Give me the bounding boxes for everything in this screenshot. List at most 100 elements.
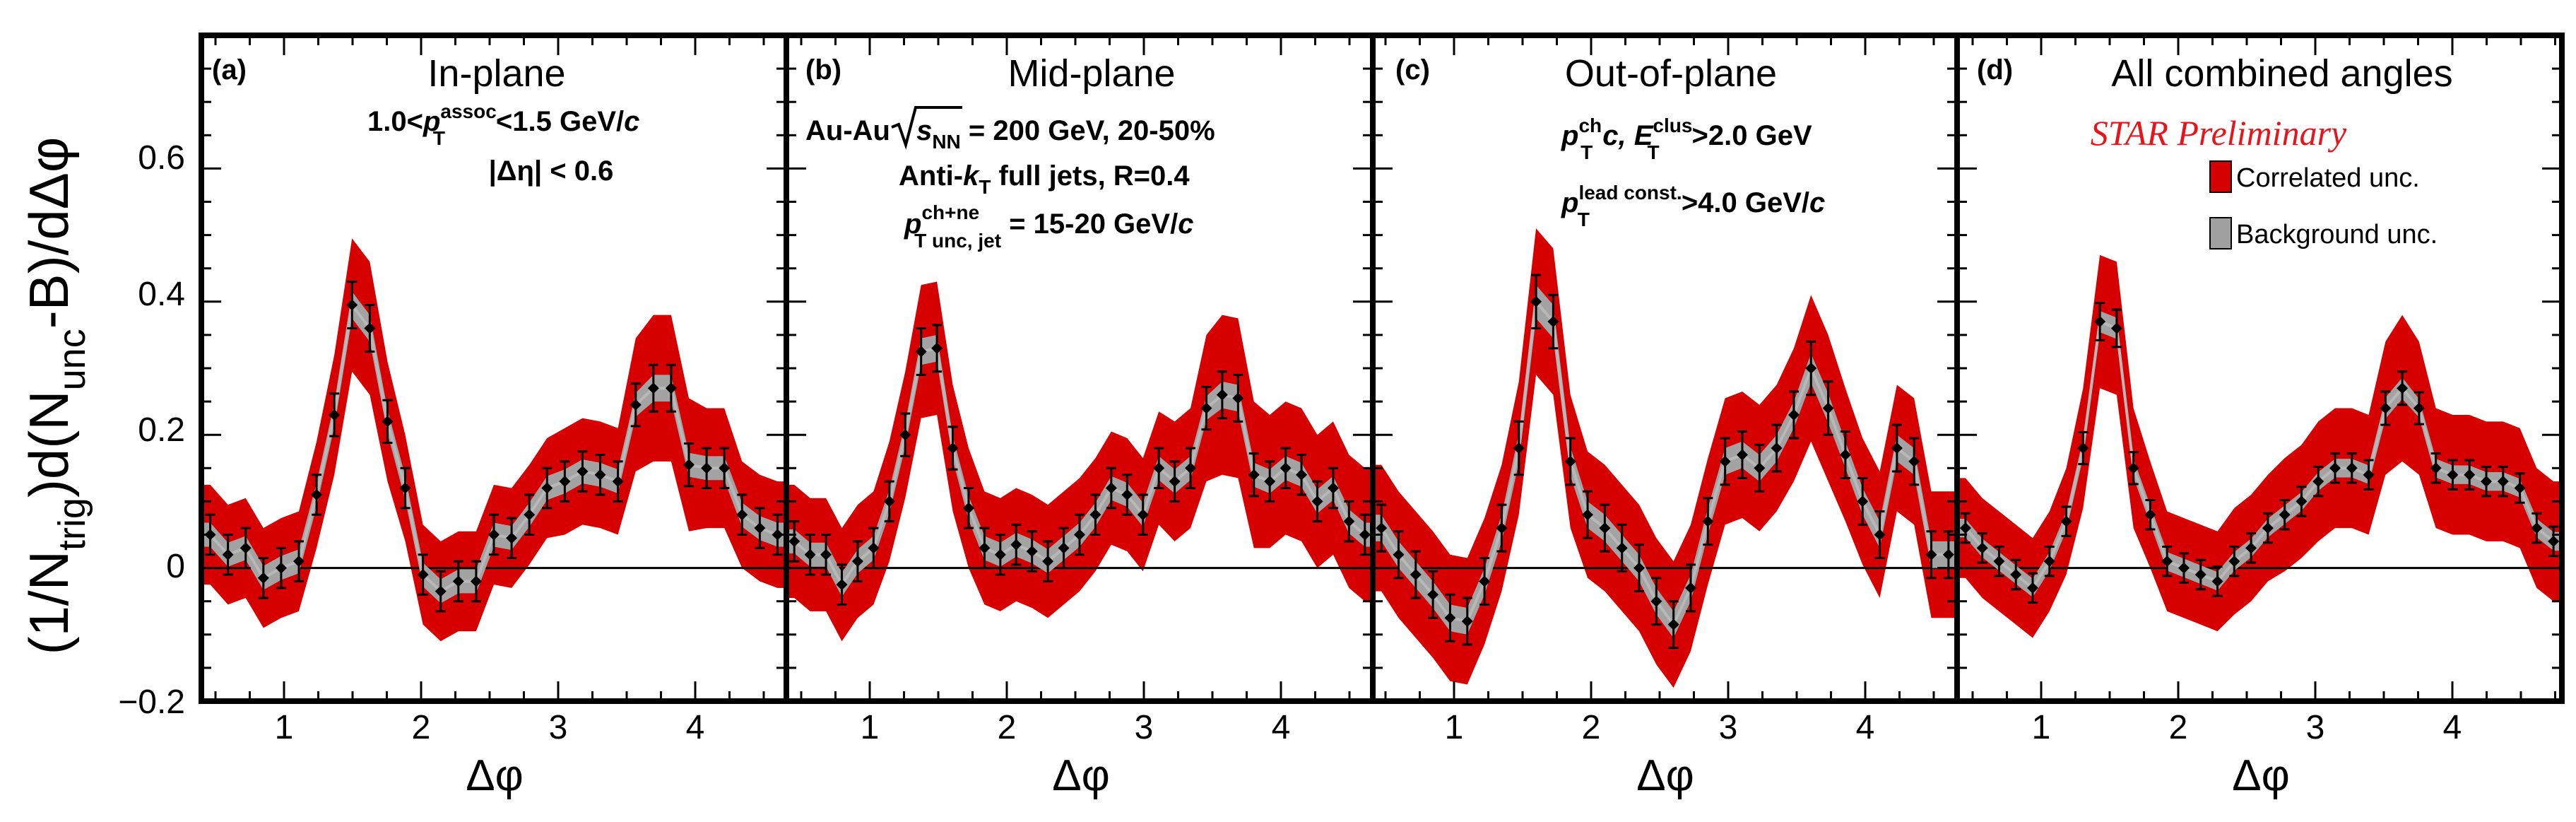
data-point: [754, 522, 766, 534]
panel-plot-area: [1957, 35, 2562, 701]
data-point: [1311, 495, 1323, 507]
data-point: [1232, 392, 1244, 404]
data-point: [820, 548, 832, 560]
data-point: [1376, 522, 1388, 534]
data-point: [2161, 556, 2173, 568]
data-point: [1427, 589, 1439, 601]
data-point: [2312, 476, 2324, 488]
data-point: [2060, 515, 2072, 527]
data-point: [647, 382, 659, 394]
data-point: [947, 442, 959, 454]
data-point: [435, 585, 447, 597]
data-point: [240, 542, 252, 554]
data-point: [2548, 535, 2560, 547]
data-point: [559, 476, 571, 488]
data-point: [2127, 462, 2139, 474]
data-point: [2010, 569, 2022, 581]
y-tick-label: −0.2: [118, 683, 185, 721]
correlated-unc-band: [1957, 254, 2562, 638]
star-preliminary-label: STAR Preliminary: [2091, 113, 2347, 153]
data-point: [2094, 316, 2106, 328]
data-point: [868, 542, 880, 554]
data-point: [1026, 546, 1038, 558]
data-point: [719, 462, 731, 474]
data-point: [1479, 575, 1491, 587]
x-tick-label: 4: [1272, 709, 1291, 746]
data-point: [2211, 575, 2223, 587]
data-point: [994, 548, 1006, 560]
data-point: [1444, 612, 1456, 624]
x-tick-label: 1: [861, 709, 880, 746]
data-point: [1582, 509, 1594, 521]
panel-title: Mid-plane: [1008, 52, 1175, 95]
data-point: [2380, 402, 2392, 414]
data-point: [541, 482, 553, 494]
data-point: [1461, 615, 1473, 627]
data-point: [1042, 556, 1054, 568]
data-point: [1942, 548, 1954, 560]
data-point: [1874, 529, 1886, 541]
data-point: [683, 459, 695, 471]
data-point: [1788, 409, 1800, 421]
data-point: [2296, 495, 2308, 507]
panel-title: All combined angles: [2111, 52, 2452, 95]
background-unc-band: [786, 334, 1373, 597]
data-point: [2043, 556, 2055, 568]
data-point: [1805, 363, 1817, 374]
data-point: [470, 575, 482, 587]
data-point: [1959, 522, 1971, 534]
panel-b: (b) Mid-plane Au-Au sNN = 200 GeV, 20-50…: [784, 33, 1376, 704]
data-point: [851, 556, 863, 568]
data-point: [524, 509, 536, 521]
x-axis-labels: Δφ Δφ Δφ Δφ: [466, 751, 2290, 800]
data-point: [1667, 618, 1679, 630]
x-axis-label: Δφ: [466, 751, 524, 800]
x-tick-label: 3: [1719, 709, 1738, 746]
annotation-delta-eta: |Δη| < 0.6: [489, 155, 614, 187]
data-point: [1616, 542, 1628, 554]
data-point: [382, 416, 394, 428]
data-point: [1822, 402, 1834, 414]
data-point: [630, 399, 642, 411]
panel-border: [1954, 33, 2565, 704]
central-line: [1380, 298, 1949, 628]
data-point: [1513, 442, 1525, 454]
data-point: [346, 299, 358, 311]
data-point: [1754, 462, 1766, 474]
x-tick-label: 2: [2169, 709, 2188, 746]
data-point: [1089, 509, 1101, 521]
panel-c: (c) Out-of-plane pch Tc, Eclus T>2.0 GeV p…: [1370, 33, 1960, 704]
data-point: [2027, 582, 2038, 594]
y-tick-labels: −0.2 0 0.2 0.4 0.6: [118, 139, 185, 721]
data-point: [1248, 469, 1260, 481]
panel-plot-area: [786, 35, 1373, 701]
data-point: [417, 569, 429, 581]
data-point: [2262, 522, 2274, 534]
data-point: [1327, 482, 1339, 494]
data-point: [2481, 476, 2492, 488]
data-point: [2194, 569, 2206, 581]
data-point: [2228, 556, 2240, 568]
y-tick-label: 0.2: [138, 411, 185, 449]
data-point: [1719, 455, 1731, 467]
data-point: [257, 572, 269, 584]
data-point: [612, 476, 624, 488]
panel-label: (d): [1977, 54, 2013, 86]
data-point: [1633, 562, 1646, 574]
data-point: [1993, 556, 2005, 568]
data-point: [1137, 509, 1149, 521]
data-point: [1296, 469, 1308, 481]
y-tick-label: 0.6: [138, 139, 185, 177]
data-point: [2430, 462, 2442, 474]
data-point: [293, 556, 305, 568]
data-point: [1153, 462, 1165, 474]
legend-correlated-swatch: [2209, 160, 2232, 193]
data-point: [2447, 469, 2459, 481]
data-point: [2464, 469, 2476, 481]
data-point: [2110, 322, 2122, 334]
data-point: [1074, 529, 1085, 541]
data-point: [2531, 522, 2543, 534]
data-point: [1547, 316, 1559, 328]
panel-plot-area: [201, 35, 786, 701]
